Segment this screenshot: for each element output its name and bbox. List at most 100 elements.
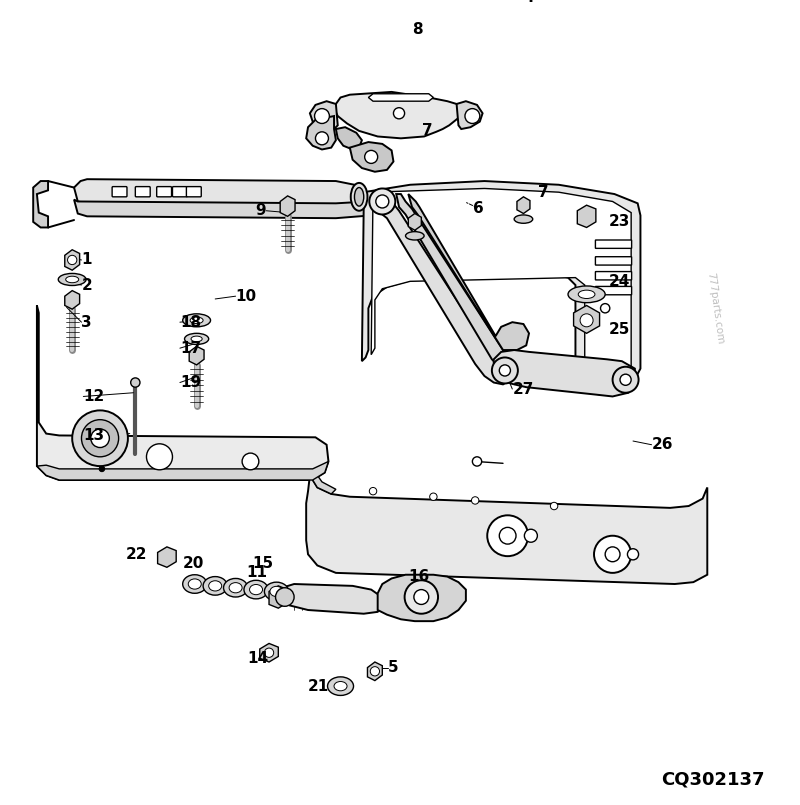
Circle shape <box>264 648 274 658</box>
Polygon shape <box>74 180 368 206</box>
Circle shape <box>376 195 389 208</box>
Polygon shape <box>65 291 80 309</box>
Ellipse shape <box>270 586 283 597</box>
Circle shape <box>314 109 330 123</box>
Circle shape <box>242 453 259 470</box>
Polygon shape <box>373 194 512 384</box>
Circle shape <box>315 132 329 145</box>
Polygon shape <box>260 643 278 662</box>
Ellipse shape <box>514 215 533 223</box>
Polygon shape <box>310 473 336 494</box>
Ellipse shape <box>244 580 268 599</box>
Circle shape <box>601 303 610 313</box>
FancyBboxPatch shape <box>595 240 632 249</box>
Polygon shape <box>37 461 329 480</box>
Text: 26: 26 <box>651 437 673 452</box>
Polygon shape <box>408 194 529 350</box>
FancyBboxPatch shape <box>173 187 187 197</box>
Text: 25: 25 <box>609 322 630 337</box>
Polygon shape <box>280 584 382 613</box>
Ellipse shape <box>250 584 262 595</box>
Ellipse shape <box>203 576 227 595</box>
Ellipse shape <box>66 276 78 283</box>
Text: 24: 24 <box>609 274 630 289</box>
Ellipse shape <box>58 274 86 286</box>
Text: 1: 1 <box>82 253 92 267</box>
Text: 22: 22 <box>126 547 147 562</box>
FancyBboxPatch shape <box>595 287 632 295</box>
Polygon shape <box>280 196 295 217</box>
FancyBboxPatch shape <box>186 187 202 197</box>
Polygon shape <box>334 92 462 138</box>
Circle shape <box>465 109 480 123</box>
Text: 20: 20 <box>182 556 204 571</box>
Circle shape <box>72 411 128 466</box>
Text: 7: 7 <box>538 184 549 200</box>
FancyBboxPatch shape <box>595 257 632 265</box>
Circle shape <box>130 378 140 387</box>
Polygon shape <box>371 188 631 387</box>
Polygon shape <box>367 662 382 680</box>
Ellipse shape <box>354 188 364 206</box>
Polygon shape <box>578 205 596 228</box>
Circle shape <box>499 365 510 376</box>
Circle shape <box>580 314 593 327</box>
Text: 2: 2 <box>82 278 92 292</box>
Ellipse shape <box>327 677 354 696</box>
Text: 7: 7 <box>422 123 433 138</box>
Circle shape <box>90 429 110 448</box>
Text: 11: 11 <box>246 565 268 580</box>
Circle shape <box>414 589 429 605</box>
Polygon shape <box>494 350 635 396</box>
Ellipse shape <box>190 317 203 324</box>
Circle shape <box>370 488 377 495</box>
Circle shape <box>613 367 638 393</box>
Polygon shape <box>517 197 530 213</box>
Circle shape <box>471 497 479 504</box>
Ellipse shape <box>334 682 347 691</box>
Text: 23: 23 <box>609 214 630 229</box>
Polygon shape <box>33 181 48 228</box>
Ellipse shape <box>182 575 207 593</box>
Text: 8: 8 <box>412 23 422 37</box>
Text: CQ302137: CQ302137 <box>661 770 764 788</box>
Ellipse shape <box>223 579 248 597</box>
Polygon shape <box>378 575 466 621</box>
Circle shape <box>67 255 77 265</box>
FancyBboxPatch shape <box>112 187 127 197</box>
Text: 15: 15 <box>252 556 274 571</box>
Ellipse shape <box>209 580 222 591</box>
Circle shape <box>594 536 631 573</box>
Text: 14: 14 <box>248 650 269 666</box>
Polygon shape <box>269 586 288 608</box>
Polygon shape <box>37 305 329 480</box>
Ellipse shape <box>350 183 367 211</box>
Ellipse shape <box>188 579 202 589</box>
Polygon shape <box>310 101 338 129</box>
Text: 13: 13 <box>83 428 105 443</box>
Polygon shape <box>396 194 526 376</box>
Polygon shape <box>336 127 362 150</box>
Polygon shape <box>158 547 176 568</box>
Text: 18: 18 <box>180 315 201 330</box>
Circle shape <box>487 515 528 556</box>
Text: 5: 5 <box>388 660 398 675</box>
Ellipse shape <box>264 582 289 601</box>
Polygon shape <box>350 142 394 171</box>
Text: 6: 6 <box>474 201 484 217</box>
Ellipse shape <box>185 333 209 345</box>
Polygon shape <box>306 476 707 584</box>
Circle shape <box>99 466 105 472</box>
Text: 21: 21 <box>308 679 330 694</box>
Circle shape <box>370 188 395 214</box>
Circle shape <box>524 529 538 543</box>
Circle shape <box>492 357 518 383</box>
Circle shape <box>394 108 405 119</box>
Circle shape <box>365 151 378 163</box>
Text: 9: 9 <box>256 203 266 218</box>
FancyBboxPatch shape <box>135 187 150 197</box>
Text: 3: 3 <box>82 315 92 330</box>
Polygon shape <box>368 93 434 101</box>
Polygon shape <box>362 181 641 394</box>
Circle shape <box>620 374 631 386</box>
